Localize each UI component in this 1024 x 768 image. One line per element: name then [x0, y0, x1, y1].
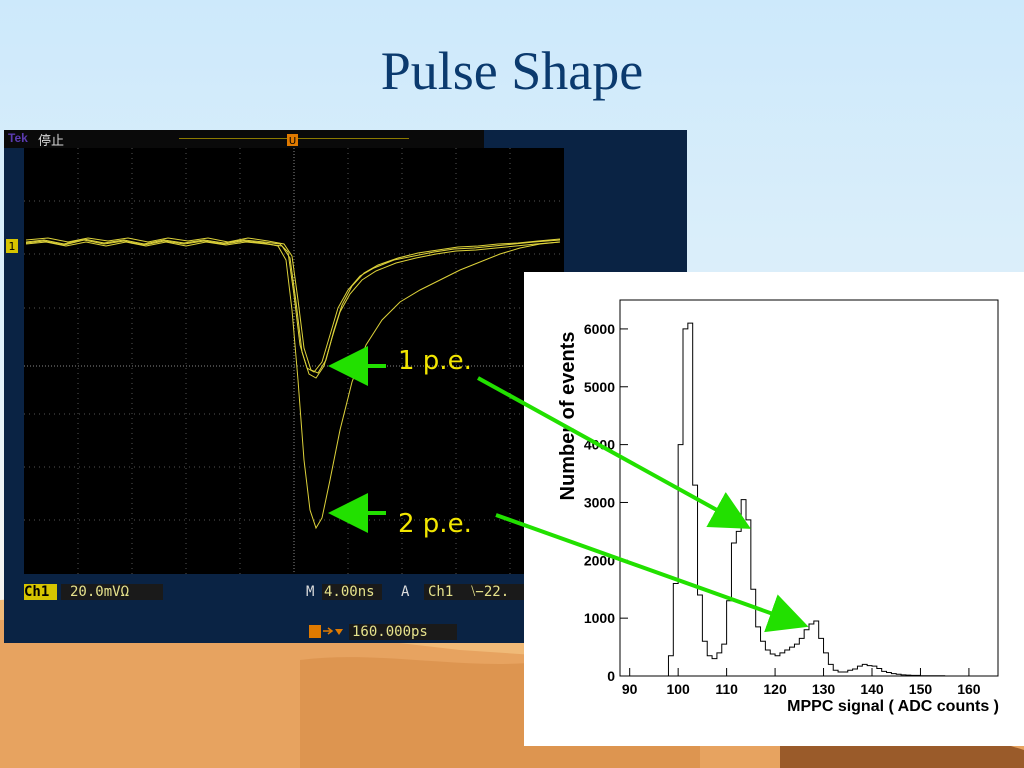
time-label: M: [306, 584, 315, 600]
x-tick-label: 90: [622, 681, 638, 697]
x-tick-label: 100: [666, 681, 690, 697]
channel-1-marker: 1: [6, 239, 18, 253]
x-tick-label: 160: [957, 681, 981, 697]
y-tick-label: 1000: [584, 610, 615, 626]
x-tick-label: 150: [909, 681, 933, 697]
x-tick-label: 140: [860, 681, 884, 697]
volts-per-div: 20.0mVΩ: [70, 584, 130, 600]
scope-waveforms: [25, 237, 561, 530]
time-per-div: 4.00ns: [324, 584, 375, 600]
trigger-marker-u: U: [289, 136, 296, 147]
y-tick-label: 0: [607, 668, 615, 684]
svg-text:1: 1: [9, 240, 16, 253]
y-tick-label: 5000: [584, 379, 615, 395]
histogram-series: [620, 322, 994, 677]
x-tick-label: 130: [812, 681, 836, 697]
scope-header-bar: Tek 停止: [4, 130, 484, 148]
scope-trigger-state: 停止: [38, 133, 65, 148]
trigger-channel: Ch1: [428, 584, 454, 600]
y-tick-label: 3000: [584, 494, 615, 510]
y-axis-label: Number of events: [557, 332, 579, 501]
x-tick-label: 120: [763, 681, 787, 697]
scope-brand: Tek: [8, 131, 28, 145]
y-tick-label: 6000: [584, 321, 615, 337]
x-axis-label: MPPC signal ( ADC counts ): [787, 698, 999, 715]
scope-display: U T 1: [6, 134, 564, 640]
trigger-position-arrow-icon: [309, 625, 343, 638]
channel-label: Ch1: [24, 584, 50, 600]
plot-frame: [619, 299, 999, 677]
slide-title: Pulse Shape: [380, 41, 644, 101]
label-2pe: 2 p.e.: [398, 509, 472, 539]
arrow-2pe-histo: [495, 513, 809, 633]
trigger-label: A: [401, 584, 410, 600]
trigger-level: ⧵−22.: [471, 584, 510, 600]
label-1pe: 1 p.e.: [398, 346, 472, 376]
arrow-1pe-histo: [477, 376, 752, 529]
x-tick-label: 110: [715, 681, 738, 697]
scope-graticule: [24, 148, 564, 574]
trigger-position: 160.000ps: [352, 624, 428, 640]
